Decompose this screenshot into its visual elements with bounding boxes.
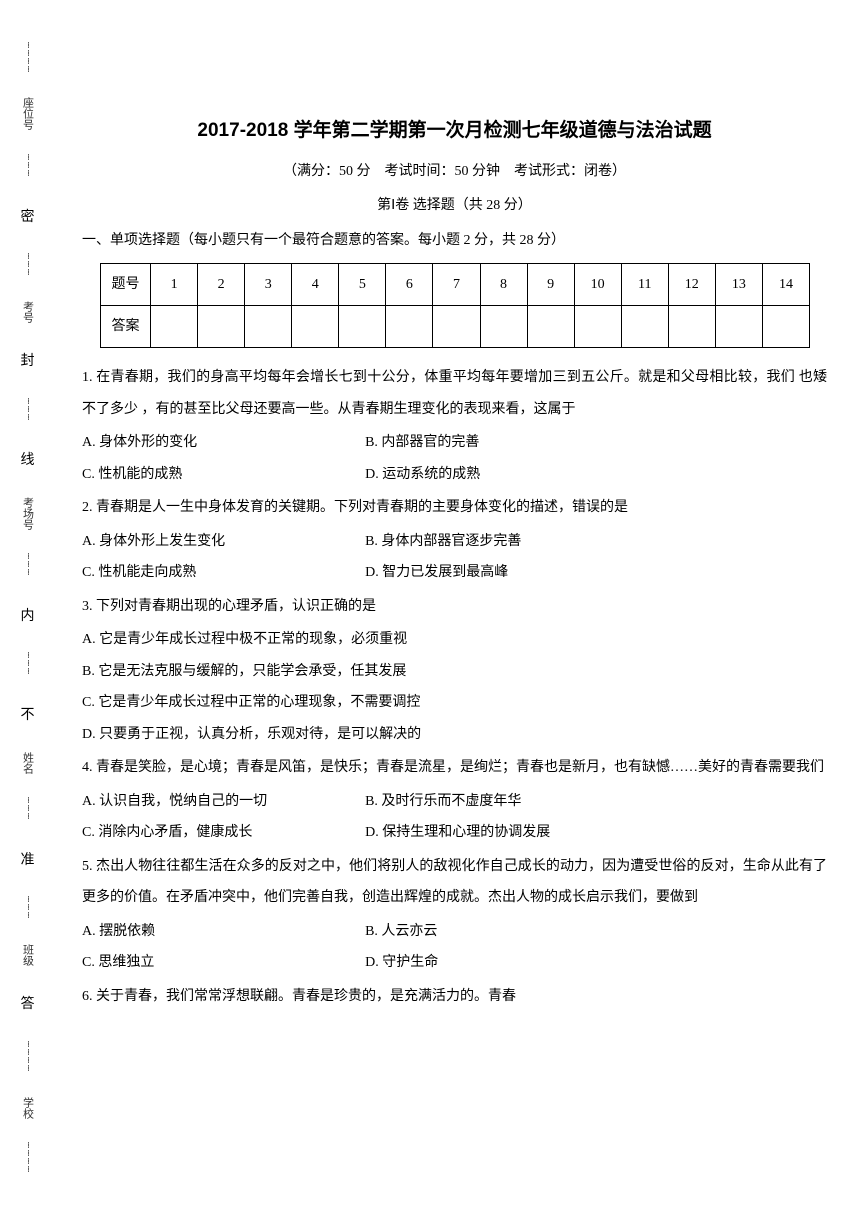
option: C. 思维独立: [82, 947, 365, 979]
question-stem: 3. 下列对青春期出现的心理矛盾，认识正确的是: [82, 591, 827, 623]
answer-cell: [292, 306, 339, 348]
side-label: 考号: [20, 301, 36, 323]
side-label: 考场号: [20, 497, 36, 530]
binding-dots: ┈┈┈: [22, 896, 33, 920]
option: D. 守护生命: [365, 947, 738, 979]
answer-cell: [574, 306, 621, 348]
binding-dots: ┈┈┈: [22, 398, 33, 422]
num-cell: 3: [245, 264, 292, 306]
option: D. 智力已发展到最高峰: [365, 557, 738, 589]
option: A. 认识自我，悦纳自己的一切: [82, 786, 365, 818]
question-stem: 1. 在青春期，我们的身高平均每年会增长七到十公分，体重平均每年要增加三到五公斤…: [82, 362, 827, 425]
num-cell: 7: [433, 264, 480, 306]
answer-cell: [762, 306, 809, 348]
binding-char: 线: [21, 449, 35, 469]
option: B. 内部器官的完善: [365, 427, 738, 459]
question-options: A. 身体外形的变化B. 内部器官的完善C. 性机能的成熟D. 运动系统的成熟: [82, 427, 827, 490]
questions-container: 1. 在青春期，我们的身高平均每年会增长七到十公分，体重平均每年要增加三到五公斤…: [82, 362, 827, 1012]
question-stem: 4. 青春是笑脸，是心境；青春是风笛，是快乐；青春是流星，是绚烂；青春也是新月，…: [82, 752, 827, 784]
answer-cell: [715, 306, 762, 348]
binding-char: 封: [21, 350, 35, 370]
binding-char: 答: [21, 993, 35, 1013]
answer-cell: [433, 306, 480, 348]
option: A. 身体外形的变化: [82, 427, 365, 459]
binding-dots: ┈┈┈: [22, 154, 33, 178]
section-label: 第Ⅰ卷 选择题（共 28 分）: [82, 194, 827, 214]
option: D. 只要勇于正视，认真分析，乐观对待，是可以解决的: [82, 719, 827, 751]
answer-cell: [386, 306, 433, 348]
option: D. 保持生理和心理的协调发展: [365, 817, 738, 849]
section-instruction: 一、单项选择题（每小题只有一个最符合题意的答案。每小题 2 分，共 28 分）: [82, 228, 827, 253]
num-cell: 1: [151, 264, 198, 306]
option: C. 消除内心矛盾，健康成长: [82, 817, 365, 849]
question-options: A. 它是青少年成长过程中极不正常的现象，必须重视B. 它是无法克服与缓解的，只…: [82, 624, 827, 750]
num-cell: 2: [198, 264, 245, 306]
num-cell: 8: [480, 264, 527, 306]
binding-margin: ┈┈┈┈ 座位号 ┈┈┈ 密 ┈┈┈ 考号 封 ┈┈┈ 线 考场号 ┈┈┈ 内 …: [0, 0, 55, 1216]
option: B. 人云亦云: [365, 916, 738, 948]
side-label: 座位号: [20, 97, 36, 130]
num-cell: 13: [715, 264, 762, 306]
option: D. 运动系统的成熟: [365, 459, 738, 491]
question-stem: 5. 杰出人物往往都生活在众多的反对之中，他们将别人的敌视化作自己成长的动力，因…: [82, 851, 827, 914]
binding-char: 准: [21, 849, 35, 869]
question-options: A. 摆脱依赖B. 人云亦云C. 思维独立D. 守护生命: [82, 916, 827, 979]
question-stem: 2. 青春期是人一生中身体发育的关键期。下列对青春期的主要身体变化的描述，错误的…: [82, 492, 827, 524]
side-label: 学校: [20, 1097, 36, 1119]
table-row: 题号 1 2 3 4 5 6 7 8 9 10 11 12 13 14: [101, 264, 810, 306]
answer-cell: [621, 306, 668, 348]
option: A. 它是青少年成长过程中极不正常的现象，必须重视: [82, 624, 827, 656]
answer-cell: [151, 306, 198, 348]
binding-char: 密: [21, 206, 35, 226]
binding-char: 不: [21, 704, 35, 724]
answer-cell: [198, 306, 245, 348]
exam-meta: （满分：50 分 考试时间：50 分钟 考试形式：闭卷）: [82, 160, 827, 180]
exam-content: 2017-2018 学年第二学期第一次月检测七年级道德与法治试题 （满分：50 …: [82, 115, 827, 1014]
num-cell: 14: [762, 264, 809, 306]
num-cell: 4: [292, 264, 339, 306]
option: C. 性机能的成熟: [82, 459, 365, 491]
option: B. 及时行乐而不虚度年华: [365, 786, 738, 818]
num-cell: 10: [574, 264, 621, 306]
answer-cell: [245, 306, 292, 348]
option: C. 它是青少年成长过程中正常的心理现象，不需要调控: [82, 687, 827, 719]
binding-dots: ┈┈┈: [22, 652, 33, 676]
binding-dots: ┈┈┈┈: [22, 1142, 33, 1174]
question-options: A. 认识自我，悦纳自己的一切B. 及时行乐而不虚度年华C. 消除内心矛盾，健康…: [82, 786, 827, 849]
option: B. 身体内部器官逐步完善: [365, 526, 738, 558]
option: C. 性机能走向成熟: [82, 557, 365, 589]
num-cell: 9: [527, 264, 574, 306]
row-header: 题号: [101, 264, 151, 306]
option: A. 身体外形上发生变化: [82, 526, 365, 558]
question-stem: 6. 关于青春，我们常常浮想联翩。青春是珍贵的，是充满活力的。青春: [82, 981, 827, 1013]
binding-dots: ┈┈┈: [22, 553, 33, 577]
num-cell: 12: [668, 264, 715, 306]
binding-dots: ┈┈┈: [22, 253, 33, 277]
answer-cell: [668, 306, 715, 348]
option: A. 摆脱依赖: [82, 916, 365, 948]
answer-sheet-table: 题号 1 2 3 4 5 6 7 8 9 10 11 12 13 14 答案: [100, 263, 810, 348]
binding-char: 内: [21, 605, 35, 625]
num-cell: 5: [339, 264, 386, 306]
num-cell: 11: [621, 264, 668, 306]
row-header: 答案: [101, 306, 151, 348]
side-label: 班级: [20, 944, 36, 966]
num-cell: 6: [386, 264, 433, 306]
question-options: A. 身体外形上发生变化B. 身体内部器官逐步完善C. 性机能走向成熟D. 智力…: [82, 526, 827, 589]
binding-dots: ┈┈┈┈: [22, 42, 33, 74]
answer-cell: [339, 306, 386, 348]
binding-dots: ┈┈┈: [22, 797, 33, 821]
side-label: 姓名: [20, 752, 36, 774]
exam-title: 2017-2018 学年第二学期第一次月检测七年级道德与法治试题: [82, 115, 827, 142]
answer-cell: [527, 306, 574, 348]
table-row: 答案: [101, 306, 810, 348]
option: B. 它是无法克服与缓解的，只能学会承受，任其发展: [82, 656, 827, 688]
binding-dots: ┈┈┈┈: [22, 1041, 33, 1073]
answer-cell: [480, 306, 527, 348]
